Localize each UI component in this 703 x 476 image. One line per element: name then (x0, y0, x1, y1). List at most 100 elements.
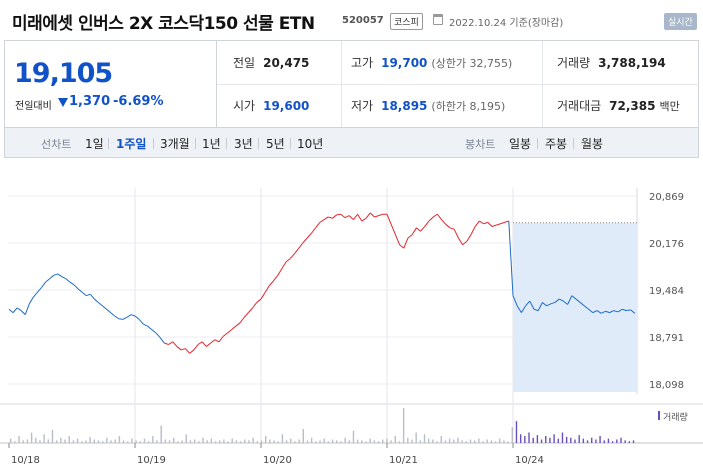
x-tick-label: 10/19 (137, 455, 166, 466)
volume-bar (135, 440, 137, 443)
volume-bar (173, 437, 175, 443)
price-segment (151, 329, 157, 334)
price-segment (386, 214, 392, 225)
price-segment (411, 227, 417, 235)
price-segment (41, 281, 46, 288)
price-segment (227, 329, 232, 334)
price-segment (596, 310, 602, 314)
divider (153, 138, 154, 149)
market-badge: 코스피 (390, 13, 423, 30)
price-segment (457, 237, 464, 246)
price-segment (353, 213, 358, 220)
volume-bar (51, 429, 54, 443)
volume-bar (561, 432, 564, 443)
volume-bar (143, 438, 146, 443)
candle-daily[interactable]: 일봉 (509, 137, 532, 151)
volume-bar (10, 438, 12, 443)
realtime-button[interactable]: 실시간 (664, 13, 697, 30)
y-tick-label: 20,869 (649, 192, 684, 203)
volume-bar (578, 435, 580, 443)
volume-bar (570, 437, 572, 443)
price-segment (290, 253, 295, 259)
y-tick-label: 18,791 (649, 333, 684, 344)
price-segment (500, 221, 505, 225)
volume-bar (101, 441, 104, 443)
price-segment (529, 300, 535, 310)
price-chart[interactable]: 20,869 20,176 19,484 18,791 18,098 10/18 10/1… (0, 158, 703, 476)
price-segment (554, 298, 560, 303)
period-1d[interactable]: 1일 (85, 137, 104, 151)
volume-bar (290, 438, 292, 443)
price-segment (33, 291, 38, 298)
volume-bar (14, 441, 16, 443)
price-segment (579, 302, 585, 307)
price-segment (252, 302, 258, 309)
price-segment (537, 302, 543, 311)
price-segment (311, 227, 316, 234)
change-label: 전일대비 (15, 101, 52, 112)
period-1w[interactable]: 1주일 (116, 137, 147, 151)
period-3y[interactable]: 3년 (234, 137, 253, 151)
period-1y[interactable]: 1년 (202, 137, 221, 151)
price-segment (584, 305, 589, 310)
volume-bar (181, 440, 183, 443)
volume-bar (536, 435, 539, 443)
price-segment (20, 310, 26, 316)
price-segment (416, 227, 421, 232)
price-segment (285, 257, 291, 263)
volume-bar (457, 437, 459, 443)
price-segment (164, 342, 169, 345)
prev-close-value: 20,475 (263, 55, 310, 70)
volume-bar (93, 439, 95, 443)
volume-bar (478, 438, 480, 443)
period-3m[interactable]: 3개월 (160, 137, 190, 151)
volume-bar (411, 439, 413, 443)
divider (217, 84, 699, 85)
volume-bar (620, 437, 622, 443)
price-segment (168, 341, 174, 345)
low-label: 저가 (351, 99, 374, 113)
volume-bar (603, 440, 605, 443)
volume-bar (377, 441, 380, 443)
volume-bar (595, 439, 597, 443)
price-segment (260, 292, 266, 300)
price-segment (466, 234, 472, 242)
volume-bar (81, 441, 83, 443)
volume-bar (402, 408, 405, 443)
volume-bar (340, 441, 342, 443)
volume-bar (373, 440, 376, 443)
prev-close: 전일 20,475 (233, 41, 309, 84)
price-segment (369, 212, 375, 218)
volume-bar (68, 436, 70, 443)
price-segment (172, 341, 178, 347)
volume-bar (177, 441, 179, 443)
volume-bar (39, 440, 41, 443)
volume-bar (156, 440, 158, 443)
volume-bar (565, 436, 568, 443)
period-5y[interactable]: 5년 (266, 137, 285, 151)
volume-bar (164, 439, 167, 443)
volume-bar (273, 440, 275, 443)
price-segment (143, 323, 148, 327)
period-10y[interactable]: 10년 (297, 137, 324, 151)
price-segment (567, 295, 573, 305)
price-segment (86, 293, 91, 297)
price-segment (432, 213, 438, 218)
price-segment (357, 213, 363, 222)
price-segment (102, 305, 107, 310)
price-segment (512, 295, 518, 307)
price-segment (8, 308, 14, 314)
price-segment (399, 244, 405, 249)
price-segment (273, 275, 279, 282)
volume-bar (348, 440, 350, 443)
price-segment (12, 307, 18, 313)
price-segment (214, 339, 220, 343)
volume-bar (110, 440, 112, 443)
price-segment (81, 291, 87, 297)
volume-bar (361, 440, 363, 443)
volume-bar (365, 441, 367, 443)
candle-monthly[interactable]: 월봉 (581, 137, 604, 151)
candle-weekly[interactable]: 주봉 (545, 137, 568, 151)
y-tick-label: 20,176 (649, 239, 684, 250)
price-segment (394, 234, 401, 245)
